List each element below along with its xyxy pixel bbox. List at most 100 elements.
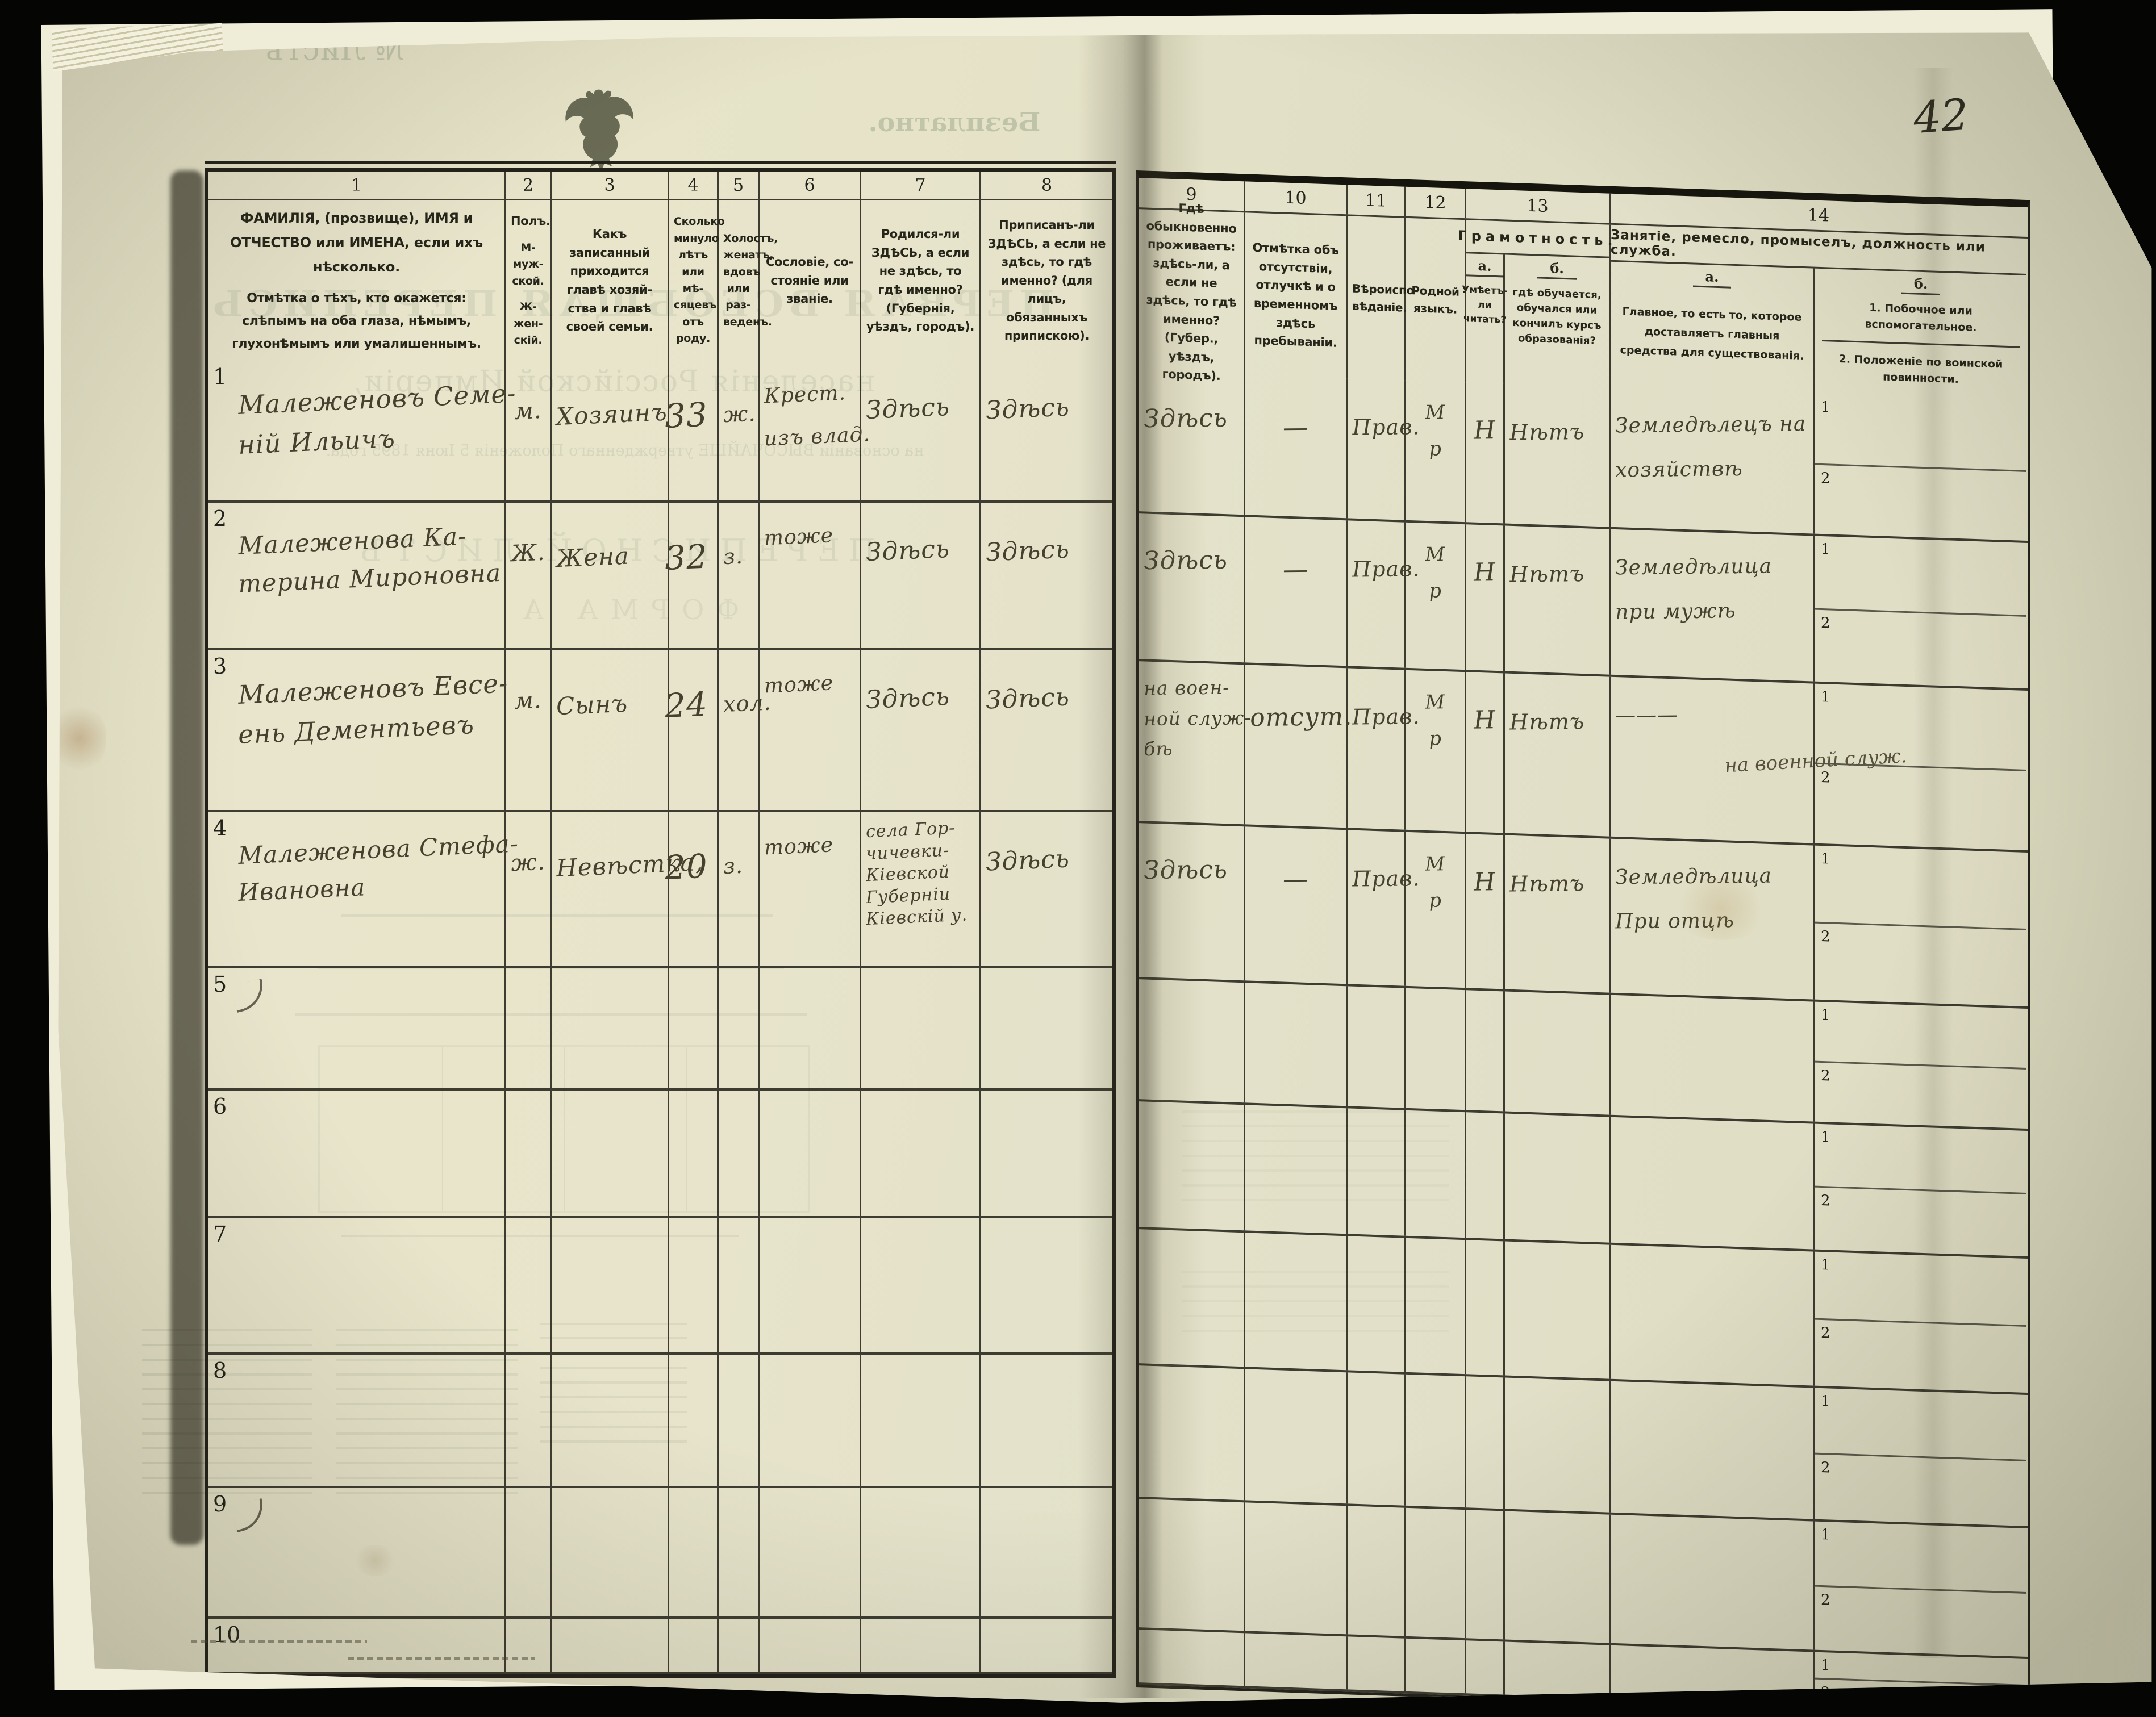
col-number-6: 6: [760, 172, 861, 199]
cell-estate: [760, 1355, 861, 1486]
cell-name: 7: [208, 1218, 506, 1352]
cell-name: 3 Малеженовъ Евсе-ень Дементьевъ: [208, 650, 508, 810]
printed-sub-number: 1: [1821, 1656, 1830, 1674]
handwritten-entry: 20: [664, 846, 709, 887]
printed-sub-number: 1: [1821, 1006, 1830, 1024]
header-col3-relation: Какъ записанный при­ходится главѣ хозяй­…: [552, 200, 669, 361]
cell-relation: Невѣстка,: [552, 812, 704, 966]
cell-marital: з.: [719, 812, 760, 966]
handwritten-entry: Крест.: [764, 381, 846, 408]
col-number-11: 11: [1348, 185, 1406, 216]
printed-sub-number: 2: [1821, 614, 1830, 632]
handwritten-entry: Жена: [556, 541, 630, 573]
cell-absence: [1245, 1633, 1348, 1690]
occupation-sub-row-1: 1: [1815, 1123, 2026, 1194]
printed-sub-number: 1: [1821, 1526, 1830, 1544]
cell-estate: тоже: [760, 503, 861, 648]
cell-age: 20: [664, 812, 719, 966]
cell-occ_main: [1611, 1514, 1815, 1650]
cell-religion: Прав.: [1348, 668, 1421, 830]
handwritten-entry: —: [1282, 555, 1310, 584]
cell-educated: Нѣтъ: [1505, 525, 1611, 675]
cell-occ_main: Земледѣлица при мужѣ: [1611, 529, 1815, 682]
cell-religion: Прав.: [1348, 830, 1420, 986]
handwritten-entry: Земледѣлица: [1615, 864, 1773, 889]
col-number-2: 2: [506, 172, 552, 199]
cell-educated: Нѣтъ: [1505, 383, 1611, 527]
cell-age: [669, 1619, 719, 1672]
cell-name: 10: [208, 1619, 506, 1672]
occupation-sub-row-2: 2: [1815, 1586, 2026, 1657]
cell-registered: [981, 1619, 1112, 1672]
table-row: 7: [208, 1218, 1112, 1355]
handwritten-entry: Здѣсь: [865, 682, 950, 715]
cell-age: 24: [664, 650, 719, 810]
header-col14b: б. 1. Побочное или вспомогательное. 2. П…: [1815, 269, 2026, 401]
header-col6-estate: Сословіе, со­стояніе или зва­ніе.: [760, 200, 861, 361]
ghost-free-label: Безплатно.: [868, 107, 1041, 137]
handwritten-entry: ж.: [510, 849, 546, 877]
handwritten-entry: Земледѣлецъ на: [1615, 412, 1807, 438]
cell-estate: [760, 1091, 861, 1216]
cell-registered: Здѣсь: [981, 650, 1112, 810]
col-number-8: 8: [1041, 175, 1053, 195]
handwritten-entry: М: [1424, 853, 1446, 876]
cell-age: 33: [664, 361, 719, 500]
cell-born: села Гор-чичевки- Кіевской Губерніи Кіевскі…: [861, 812, 981, 966]
handwritten-entry: отсут.: [1249, 702, 1353, 733]
cell-literate: [1466, 1640, 1505, 1695]
cell-born: [861, 1619, 981, 1672]
cell-relation: Жена: [552, 503, 669, 648]
handwritten-entry: Здѣсь: [985, 844, 1070, 877]
cell-absence: [1245, 1369, 1348, 1504]
cell-resides: [1139, 1229, 1245, 1367]
cell-sex: ж.: [506, 812, 552, 966]
page-number: 42: [1912, 89, 1970, 144]
census-table-right: 9 10 11 12 13 14 Гдѣ обыкновенно прожива…: [1136, 170, 2030, 1703]
cell-language: [1406, 1238, 1466, 1375]
cell-absence: —: [1245, 826, 1348, 984]
cell-registered: [981, 1355, 1112, 1486]
handwritten-entry: Здѣсь: [1142, 403, 1228, 434]
cell-marital: [719, 1218, 760, 1352]
handwritten-entry: Нѣтъ: [1509, 419, 1585, 445]
handwritten-entry: тоже: [764, 524, 834, 550]
cell-occ_side: 1 2 на военной служ.: [1724, 683, 2026, 850]
cell-sex: [506, 1091, 552, 1216]
cell-age: [669, 1091, 719, 1216]
cell-age: [669, 1218, 719, 1352]
cell-resides: на воен-ной служ-бѣ: [1139, 661, 1252, 825]
col-number-7: 7: [861, 172, 981, 199]
cell-registered: [981, 1488, 1112, 1616]
cell-literate: Н: [1466, 834, 1505, 989]
row-number: 2: [213, 506, 227, 531]
binding-edge: [170, 170, 203, 1545]
occupation-sub-row-2: 2: [1815, 1063, 2026, 1129]
cell-name: 4 Малеженова Стефа- Ивановна: [208, 812, 519, 966]
cell-literate: [1466, 1112, 1505, 1239]
cell-estate: тоже: [760, 650, 861, 810]
row-number: 4: [213, 816, 227, 841]
handwritten-entry: ж.: [723, 400, 757, 428]
occupation-sub-row-1: 1: [1815, 1388, 2026, 1461]
cell-sex: [506, 1355, 552, 1486]
pen-flick-mark: [231, 978, 268, 1013]
cell-marital: [719, 1091, 760, 1216]
cell-relation: Хозяинъ: [552, 361, 669, 500]
handwritten-entry: Прав.: [1352, 704, 1421, 730]
cell-resides: [1139, 1101, 1245, 1231]
cell-sex: [506, 1488, 552, 1616]
occupation-sub-row-2: 2: [1815, 924, 2026, 1006]
printed-sub-number: 2: [1821, 1324, 1830, 1342]
header-col9-residence: Гдѣ обыкновенно проживаетъ: здѣсь-ли, а …: [1139, 202, 1245, 383]
cell-relation: [552, 1091, 669, 1216]
cell-absence: [1245, 1105, 1348, 1234]
cell-relation: [552, 1218, 669, 1352]
